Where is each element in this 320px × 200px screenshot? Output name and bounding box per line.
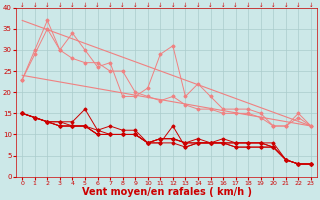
X-axis label: Vent moyen/en rafales ( km/h ): Vent moyen/en rafales ( km/h )	[82, 187, 252, 197]
